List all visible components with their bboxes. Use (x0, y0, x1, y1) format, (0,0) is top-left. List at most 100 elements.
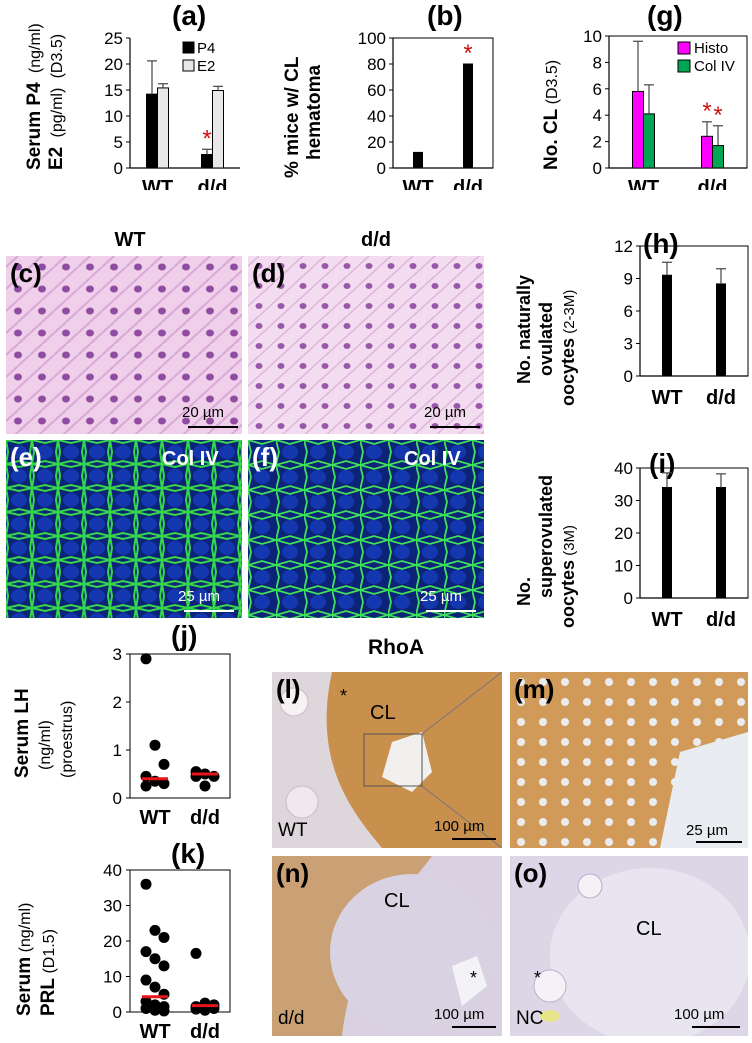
label-l: (l) (276, 674, 301, 704)
ylabel-i-last: oocytes (3M) (558, 525, 578, 628)
category-label-k: WT (139, 1021, 170, 1043)
ytick-label-k: 10 (103, 968, 122, 987)
plot-frame-k (129, 869, 231, 1013)
category-label-b: WT (402, 177, 433, 190)
ytick-label-g: 6 (593, 80, 602, 99)
ytick-label-b: 80 (367, 55, 386, 74)
category-label-j: WT (139, 807, 170, 829)
bar-g (643, 113, 655, 169)
plot-frame-i (639, 467, 749, 599)
label-m: (m) (514, 674, 555, 704)
if-texture-f (248, 440, 484, 618)
scale-c: 20 µm (182, 404, 224, 421)
scale-n: 100 µm (434, 1006, 485, 1023)
category-label-g: WT (628, 177, 659, 190)
legend-swatch-a (182, 41, 195, 54)
bar-g (632, 90, 644, 169)
chart-i: No. superovulated oocytes (3M) 0 10 20 30 40 WT d… (514, 459, 749, 631)
y-axis-label-a: Serum P4 (ng/ml) E2 (pg/ml) (D3.5) (24, 23, 67, 170)
ytick-label-h: 6 (624, 302, 633, 321)
scalebar-n (452, 1026, 496, 1028)
scale-m: 25 µm (686, 822, 728, 839)
data-point-k (140, 946, 152, 958)
ylabel-k-line1: Serum (ng/ml) (14, 903, 35, 1016)
genotype-n: d/d (278, 1008, 305, 1029)
stain-f: Col IV (404, 448, 461, 470)
ylabel-i-oocytes: oocytes (558, 560, 578, 628)
ytick-label-k: 30 (103, 897, 122, 916)
ytick-label-i: 40 (614, 459, 633, 478)
significance-star-b: * (463, 40, 472, 67)
cl-l: CL (370, 702, 396, 724)
genotype-o: NC (516, 1008, 544, 1029)
ylabel-j-line1: (ng/ml) (37, 720, 54, 770)
ylabel-g-unit: (D3.5) (544, 60, 561, 109)
legend-swatch-g (677, 59, 691, 73)
data-point-k (158, 960, 170, 972)
scale-e: 25 µm (178, 588, 220, 605)
chart-b: % mice w/ CL hematoma 0 20 40 60 80 100 WT d/d * (282, 29, 494, 190)
ytick-label-h: 12 (614, 237, 633, 256)
significance-star-a: * (202, 125, 211, 152)
micrograph-l: (l) * CL WT 100 µm (272, 672, 502, 848)
category-label-j: d/d (190, 807, 220, 829)
data-point-k (158, 1005, 170, 1017)
micrograph-n: (n) CL * d/d 100 µm (272, 856, 502, 1036)
scale-l: 100 µm (434, 818, 485, 835)
plot-frame-h (639, 245, 749, 377)
chart-j: 0 1 2 3 WT d/d Serum LH (ng/ml) (proestrus) (12, 645, 231, 829)
data-point-k (140, 878, 152, 890)
ylabel-h-line: No. naturally (514, 275, 534, 384)
plot-frame-b (392, 37, 494, 169)
ytick-label-a: 5 (114, 133, 123, 152)
ytick-label-h: 0 (624, 367, 633, 386)
bar-i (716, 487, 726, 599)
ylabel-k-bold2: PRL (38, 978, 59, 1016)
ytick-label-g: 0 (593, 159, 602, 178)
if-texture-e (6, 440, 242, 618)
category-label-h: WT (651, 387, 682, 409)
header-wt: WT (114, 229, 146, 251)
ytick-label-i: 20 (614, 524, 633, 543)
ytick-label-j: 2 (113, 693, 122, 712)
star-o: * (534, 968, 542, 988)
scale-o: 100 µm (674, 1006, 725, 1023)
category-label-a: WT (142, 177, 173, 190)
significance-star-g: * (702, 98, 711, 125)
data-point-j (158, 758, 170, 770)
ytick-label-k: 40 (103, 861, 122, 880)
scalebar-d (430, 426, 480, 428)
ylabel-a2-unit: (pg/ml) (49, 88, 66, 138)
star-l: * (340, 686, 348, 706)
cl-o: CL (636, 918, 662, 940)
data-point-k (149, 924, 161, 936)
data-point-k (190, 947, 202, 959)
data-point-k (140, 974, 152, 986)
svg-text:Serum P4 (ng/ml): Serum P4 (ng/ml) (24, 23, 45, 170)
scalebar-l (452, 838, 496, 840)
panel-letter-k: (k) (171, 838, 206, 869)
significance-star-g: * (713, 102, 722, 129)
ytick-label-a: 20 (104, 55, 123, 74)
header-dd: d/d (361, 229, 391, 251)
ytick-label-j: 1 (113, 741, 122, 760)
ylabel-j-bold: Serum LH (12, 688, 33, 778)
ytick-label-j: 3 (113, 645, 122, 664)
genotype-l: WT (278, 820, 308, 841)
ylabel-a-unit: (ng/ml) (27, 23, 44, 73)
legend-label-g: Histo (694, 40, 728, 57)
label-e: (e) (10, 442, 42, 472)
ytick-label-i: 10 (614, 557, 633, 576)
micrograph-f: (f) Col IV 25 µm (248, 440, 484, 618)
header-rhoa: RhoA (368, 636, 424, 659)
legend-label-a: P4 (197, 40, 215, 57)
ylabel-i-line: No. (514, 577, 534, 606)
panel-letter-a: (a) (172, 0, 207, 31)
ylabel-k-extra: (D1.5) (41, 929, 58, 978)
legend-swatch-g (677, 41, 691, 55)
scalebar-o (692, 1026, 740, 1028)
label-f: (f) (252, 442, 278, 472)
ytick-label-g: 2 (593, 133, 602, 152)
